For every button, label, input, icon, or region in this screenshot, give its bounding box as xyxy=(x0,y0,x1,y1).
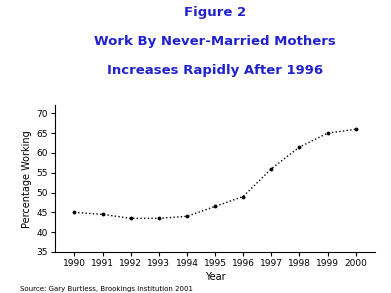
X-axis label: Year: Year xyxy=(205,272,225,282)
Y-axis label: Percentage Working: Percentage Working xyxy=(22,130,32,228)
Text: Source: Gary Burtless, Brookings Institution 2001: Source: Gary Burtless, Brookings Institu… xyxy=(20,286,192,292)
Text: Work By Never-Married Mothers: Work By Never-Married Mothers xyxy=(94,35,336,48)
Text: Increases Rapidly After 1996: Increases Rapidly After 1996 xyxy=(107,64,323,77)
Text: Figure 2: Figure 2 xyxy=(184,6,246,19)
